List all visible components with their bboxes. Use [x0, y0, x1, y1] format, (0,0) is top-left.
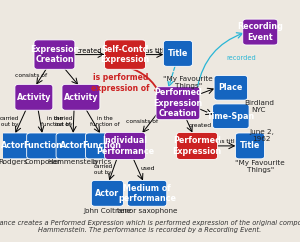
Text: used: used — [141, 166, 155, 171]
Text: created: created — [77, 48, 103, 54]
Text: "My Favourite
Things": "My Favourite Things" — [236, 160, 285, 173]
FancyBboxPatch shape — [177, 132, 218, 159]
Text: Performed
Expression: Performed Expression — [172, 136, 222, 156]
FancyBboxPatch shape — [128, 180, 167, 206]
Text: Actor: Actor — [95, 189, 119, 198]
FancyBboxPatch shape — [105, 40, 146, 69]
FancyBboxPatch shape — [27, 133, 59, 159]
FancyBboxPatch shape — [243, 19, 278, 45]
Text: Birdland
NYC: Birdland NYC — [244, 100, 274, 113]
Text: Function: Function — [82, 141, 121, 150]
Text: Activity: Activity — [64, 93, 98, 102]
FancyBboxPatch shape — [91, 180, 123, 206]
Text: John Coltrane: John Coltrane — [83, 208, 132, 214]
Text: June 2,
1962: June 2, 1962 — [249, 129, 274, 142]
Text: in the
function of: in the function of — [90, 116, 119, 127]
Text: Rodgers: Rodgers — [0, 159, 28, 165]
Text: tenor saxophone: tenor saxophone — [117, 208, 177, 214]
FancyBboxPatch shape — [213, 104, 249, 129]
Text: Lyrics: Lyrics — [91, 159, 112, 165]
Text: in the
function of: in the function of — [40, 116, 70, 127]
FancyBboxPatch shape — [164, 40, 193, 66]
Text: consists of: consists of — [15, 73, 47, 78]
Text: Individual
Performance: Individual Performance — [96, 136, 154, 156]
Text: has title: has title — [141, 48, 168, 54]
Text: Title: Title — [168, 49, 188, 58]
Text: Performed
Expression
Creation: Performed Expression Creation — [153, 88, 203, 118]
Text: Hammenstein: Hammenstein — [47, 159, 97, 165]
Text: Coltrane's performance creates a Performed Expression which is performed express: Coltrane's performance creates a Perform… — [0, 220, 300, 233]
Text: created: created — [189, 123, 212, 128]
FancyBboxPatch shape — [85, 133, 118, 159]
Text: is performed
expression of: is performed expression of — [92, 73, 150, 93]
Text: Time-Span: Time-Span — [207, 112, 255, 121]
FancyBboxPatch shape — [34, 40, 75, 69]
Text: Actor: Actor — [60, 141, 84, 150]
FancyBboxPatch shape — [236, 133, 265, 159]
Text: carried
out by: carried out by — [93, 165, 112, 175]
Text: carried
out by: carried out by — [0, 116, 19, 127]
FancyBboxPatch shape — [214, 76, 248, 100]
Text: recorded: recorded — [226, 55, 256, 61]
FancyBboxPatch shape — [56, 133, 88, 159]
Text: Self-Contd
Expression: Self-Contd Expression — [100, 45, 150, 64]
Text: Expression
Creation: Expression Creation — [30, 45, 79, 64]
Text: Medium of
performance: Medium of performance — [118, 184, 176, 203]
Text: has title: has title — [214, 139, 238, 144]
Text: Actor: Actor — [1, 141, 26, 150]
Text: consists of: consists of — [126, 119, 158, 123]
FancyBboxPatch shape — [156, 87, 200, 120]
FancyBboxPatch shape — [15, 84, 53, 110]
Text: Function: Function — [23, 141, 62, 150]
FancyBboxPatch shape — [105, 132, 146, 159]
Text: "My Favourite
Things": "My Favourite Things" — [163, 76, 213, 89]
Text: Recording
Event: Recording Event — [237, 22, 283, 42]
Text: Place: Place — [219, 83, 243, 92]
Text: Title: Title — [240, 141, 260, 150]
Text: Composer: Composer — [24, 159, 61, 165]
Text: Activity: Activity — [16, 93, 51, 102]
FancyBboxPatch shape — [62, 84, 100, 110]
FancyBboxPatch shape — [0, 133, 29, 159]
Text: carried
out by: carried out by — [54, 116, 74, 127]
